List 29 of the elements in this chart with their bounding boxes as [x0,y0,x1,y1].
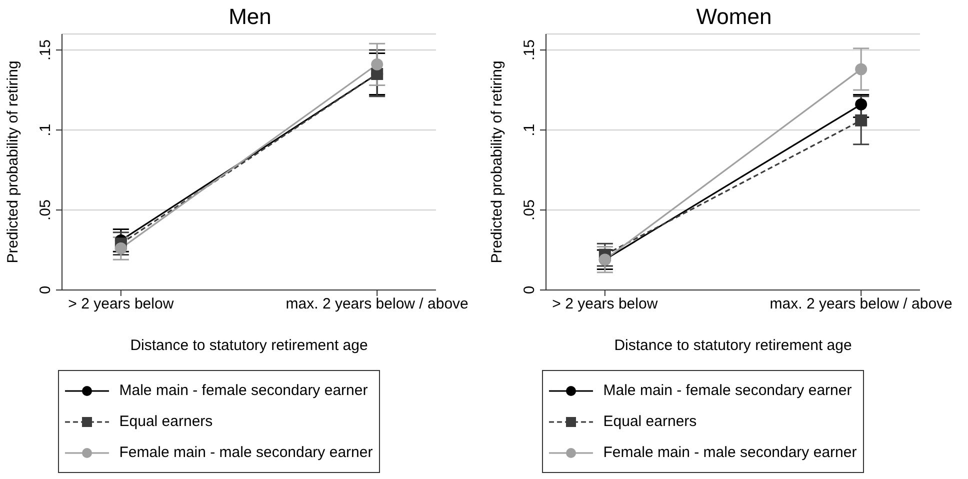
legend-label: Equal earners [603,413,697,430]
y-tick-label: 0 [37,286,54,294]
y-tick-label: .15 [37,40,54,60]
x-axis-title: Distance to statutory retirement age [614,337,852,354]
x-tick-label: > 2 years below [552,296,658,313]
y-tick-label: 0 [521,286,538,294]
y-tick-label: .1 [37,124,54,136]
point [855,114,868,126]
point [855,63,868,76]
x-tick-label: max. 2 years below / above [286,296,468,313]
point [114,242,127,254]
y-tick-label: .1 [521,124,538,136]
point [371,58,384,70]
chart-title: Men [228,4,272,29]
x-axis-title: Distance to statutory retirement age [130,337,368,354]
legend-label: Female main - male secondary earner [603,444,857,461]
x-tick-label: max. 2 years below / above [770,296,952,313]
y-axis-title: Predicted probability of retiring [4,60,22,264]
point [855,98,868,110]
legend-label: Male main - female secondary earner [119,382,368,399]
x-tick-label: > 2 years below [68,296,174,313]
chart-title: Women [696,4,772,29]
y-tick-label: .05 [37,200,54,220]
legend-label: Equal earners [119,413,213,430]
legend-label: Female main - male secondary earner [119,444,373,461]
y-tick-label: .15 [521,40,538,60]
legend-label: Male main - female secondary earner [603,382,852,399]
y-tick-label: .05 [521,200,538,220]
y-axis-title: Predicted probability of retiring [488,60,506,264]
